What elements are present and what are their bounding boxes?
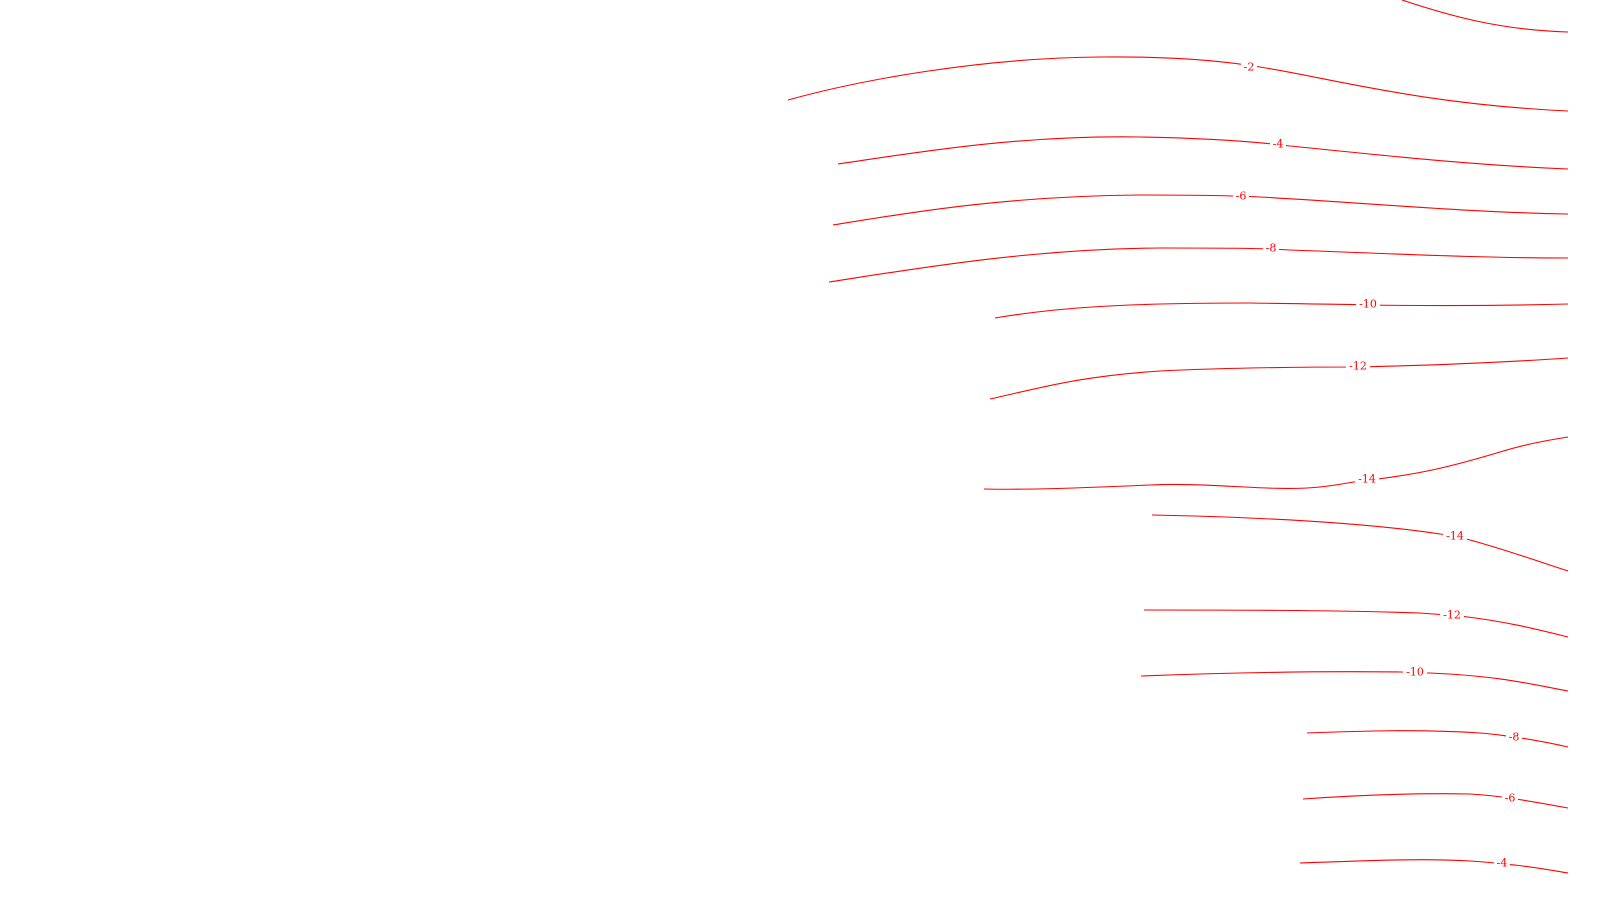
contour-label-text: -14 bbox=[1446, 530, 1464, 543]
contour-label-text: -12 bbox=[1443, 609, 1461, 622]
contour-line-minus-4-lower bbox=[1299, 859, 1569, 874]
contour-label-minus-6-lower: -6 bbox=[1502, 791, 1518, 805]
contour-label-minus-12-lower: -12 bbox=[1440, 608, 1464, 622]
contour-line-minus-12-lower bbox=[1143, 609, 1569, 638]
contour-line-minus-12-upper bbox=[989, 357, 1569, 400]
contour-label-group: -2 -4 -6 -8 -10 -12 -14 -14 bbox=[1233, 60, 1522, 870]
contour-label-text: -14 bbox=[1358, 473, 1376, 486]
label-mask bbox=[1440, 608, 1464, 622]
contour-line-minus-10-upper bbox=[994, 302, 1569, 319]
contour-label-text: -6 bbox=[1505, 792, 1516, 805]
contour-label-minus-12-upper: -12 bbox=[1346, 359, 1370, 373]
label-mask bbox=[1355, 472, 1379, 486]
label-mask bbox=[1494, 856, 1510, 870]
contour-label-minus-14-upper: -14 bbox=[1355, 472, 1379, 486]
contour-label-text: -2 bbox=[1244, 61, 1255, 74]
label-mask bbox=[1403, 665, 1427, 679]
contour-label-minus-10-lower: -10 bbox=[1403, 665, 1427, 679]
contour-label-minus-14-lower: -14 bbox=[1443, 529, 1467, 543]
label-mask bbox=[1506, 730, 1522, 744]
contour-line-group bbox=[787, 0, 1569, 874]
contour-label-minus-10-upper: -10 bbox=[1356, 297, 1380, 311]
contour-label-text: -4 bbox=[1273, 138, 1284, 151]
contour-line-minus-14-upper bbox=[983, 436, 1569, 490]
contour-label-minus-8-lower: -8 bbox=[1506, 730, 1522, 744]
label-mask bbox=[1443, 529, 1467, 543]
contour-line-top-edge bbox=[1401, 0, 1569, 33]
label-mask bbox=[1502, 791, 1518, 805]
label-mask bbox=[1241, 60, 1257, 74]
label-mask bbox=[1233, 189, 1249, 203]
contour-label-text: -12 bbox=[1349, 360, 1367, 373]
contour-line-minus-8-upper bbox=[828, 247, 1569, 283]
contour-line-minus-2 bbox=[787, 56, 1569, 112]
contour-line-minus-6-lower bbox=[1302, 793, 1569, 809]
contour-label-minus-8-upper: -8 bbox=[1263, 241, 1279, 255]
label-mask bbox=[1270, 137, 1286, 151]
contour-label-text: -4 bbox=[1497, 857, 1508, 870]
contour-label-minus-6-upper: -6 bbox=[1233, 189, 1249, 203]
label-mask bbox=[1356, 297, 1380, 311]
contour-label-minus-4-lower: -4 bbox=[1494, 856, 1510, 870]
contour-label-text: -8 bbox=[1266, 242, 1277, 255]
contour-label-text: -8 bbox=[1509, 731, 1520, 744]
label-mask bbox=[1263, 241, 1279, 255]
contour-label-text: -10 bbox=[1359, 298, 1377, 311]
contour-label-minus-4-upper: -4 bbox=[1270, 137, 1286, 151]
contour-line-minus-14-lower bbox=[1151, 514, 1569, 572]
contour-line-minus-6-upper bbox=[832, 194, 1569, 226]
contour-label-text: -6 bbox=[1236, 190, 1247, 203]
contour-line-minus-4-upper bbox=[837, 136, 1569, 170]
contour-label-text: -10 bbox=[1406, 666, 1424, 679]
label-mask bbox=[1346, 359, 1370, 373]
contour-label-minus-2: -2 bbox=[1241, 60, 1257, 74]
contour-line-minus-8-lower bbox=[1306, 730, 1569, 748]
